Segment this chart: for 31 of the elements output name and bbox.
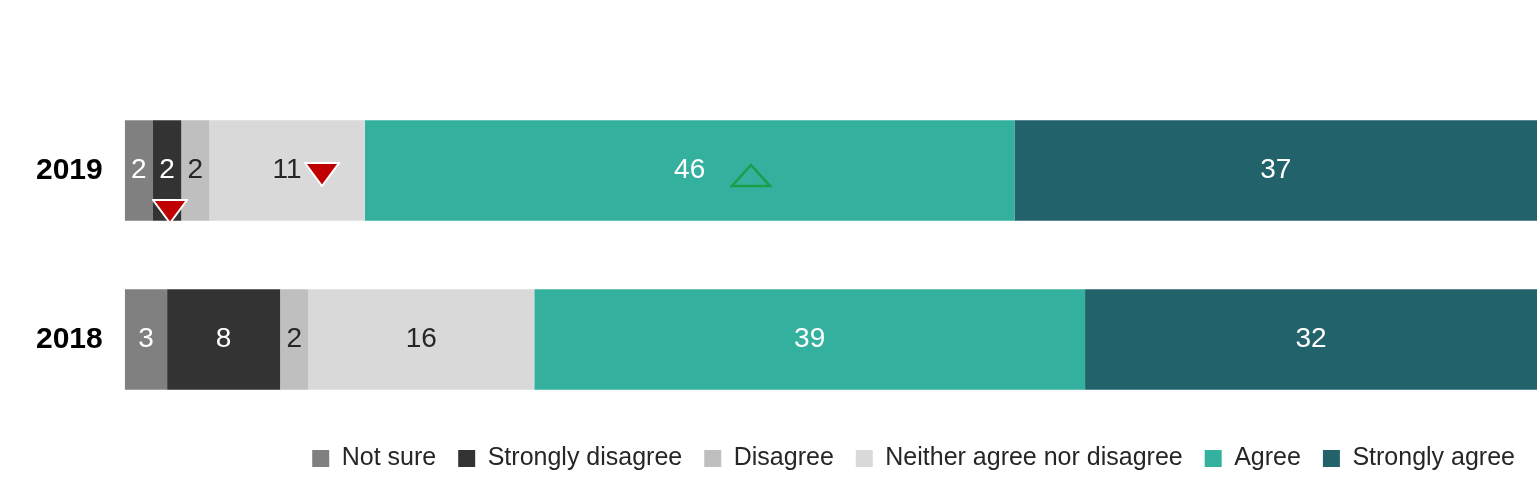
data-label: 16 [405,322,437,354]
legend-label: Strongly disagree [487,442,683,471]
data-label: 8 [215,322,232,354]
legend-label: Agree [1234,442,1301,471]
data-label: 2 [131,153,147,185]
bar [124,289,168,390]
data-label: 2 [286,322,302,354]
bar [364,120,1015,221]
data-label: 11 [272,153,302,185]
bar [181,120,210,221]
bar [124,120,153,221]
bar [167,289,281,390]
bar [308,289,535,390]
data-label: 3 [138,322,154,354]
data-label: 37 [1260,153,1292,185]
y-tick-label: 2019 [35,151,103,185]
legend-label: Neither agree nor disagree [885,442,1183,471]
bar [1085,289,1537,390]
data-label: 2 [187,153,204,185]
legend-label: Disagree [733,442,834,471]
bar [534,289,1086,390]
bar [1014,120,1537,221]
bar [209,120,365,221]
bar [280,289,309,390]
legend-label: Not sure [341,442,437,471]
data-label: 39 [794,322,826,354]
y-tick-label: 2018 [35,320,103,354]
legend-label: Strongly agree [1352,442,1516,471]
data-label: 2 [159,153,175,185]
data-label: 32 [1295,322,1327,354]
data-label: 46 [674,153,706,185]
